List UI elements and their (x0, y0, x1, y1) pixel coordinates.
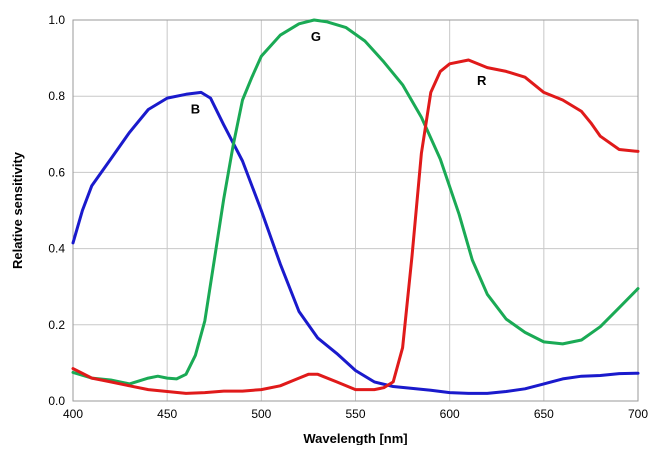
x-tick-label: 500 (251, 407, 271, 421)
series-line-r (71, 58, 640, 395)
y-tick-label: 0.2 (48, 318, 65, 332)
x-axis-title: Wavelength [nm] (303, 431, 407, 445)
y-tick-label: 0.4 (48, 242, 65, 256)
y-tick-label: 0.6 (48, 165, 65, 179)
x-tick-label: 650 (534, 407, 554, 421)
x-tick-label: 700 (628, 407, 648, 421)
series-line-b (71, 90, 640, 395)
series-label-g: G (311, 29, 321, 44)
x-tick-label: 550 (345, 407, 365, 421)
plot-frame (72, 19, 639, 402)
x-tick-label: 450 (157, 407, 177, 421)
series-line-g (71, 18, 640, 386)
series-labels: B G R (191, 29, 487, 116)
tick-labels: 400 450 500 550 600 650 700 0.0 0.2 0.4 0.6 0.8 1.0 (48, 13, 648, 421)
y-tick-label: 0.0 (48, 394, 65, 408)
series-label-r: R (477, 73, 487, 88)
grid (72, 19, 639, 402)
x-tick-label: 400 (63, 407, 83, 421)
y-tick-label: 0.8 (48, 89, 65, 103)
series-lines (71, 18, 640, 395)
y-axis-title: Relative sensitivity (10, 151, 25, 269)
series-label-b: B (191, 101, 200, 116)
x-tick-label: 600 (440, 407, 460, 421)
y-tick-label: 1.0 (48, 13, 65, 27)
